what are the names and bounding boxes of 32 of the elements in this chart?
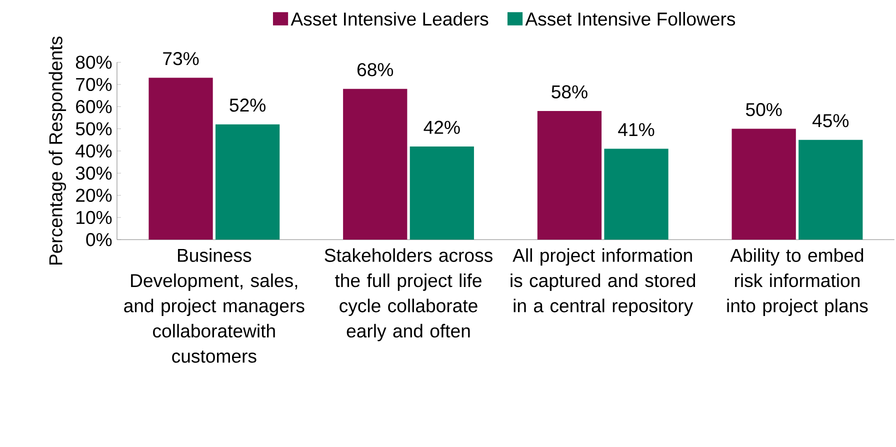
y-tick-label: 70% xyxy=(76,78,112,91)
y-tick-label: 30% xyxy=(76,166,112,180)
y-tick-label: 20% xyxy=(76,188,112,202)
y-tick-label: 60% xyxy=(76,100,112,114)
bar xyxy=(215,124,280,240)
y-tick-label: 10% xyxy=(76,210,112,224)
x-tick-label: Stakeholders across the full project life cycle collaborate early and often xyxy=(324,248,492,342)
x-tick-label: All project information is captured and stored in a central repository xyxy=(510,248,696,316)
bar xyxy=(604,148,668,240)
bar xyxy=(148,78,213,240)
data-label: 52% xyxy=(230,98,266,112)
bar xyxy=(537,110,602,240)
data-label: 50% xyxy=(746,102,782,116)
y-tick-label: 50% xyxy=(76,122,112,136)
y-axis-title: Percentage of Respondents xyxy=(48,36,66,264)
legend-label: Asset Intensive Followers xyxy=(525,12,736,26)
x-tick-label: Business Development, sales, and project managers collaboratewith customers xyxy=(124,248,304,363)
y-tick-label: 40% xyxy=(76,144,112,158)
bar xyxy=(410,146,474,240)
y-tick-label: 0% xyxy=(86,232,112,246)
legend-label: Asset Intensive Leaders xyxy=(290,12,488,26)
data-label: 73% xyxy=(163,52,199,66)
data-label: 42% xyxy=(424,120,460,134)
bar xyxy=(343,88,408,240)
bar xyxy=(798,140,863,240)
data-label: 45% xyxy=(812,114,849,128)
bar xyxy=(732,128,796,240)
data-label: 68% xyxy=(357,62,394,76)
y-tick-label: 80% xyxy=(76,56,112,69)
data-label: 41% xyxy=(618,123,654,136)
data-label: 58% xyxy=(552,85,588,98)
x-tick-label: Ability to embed risk information into project plans xyxy=(727,248,868,316)
